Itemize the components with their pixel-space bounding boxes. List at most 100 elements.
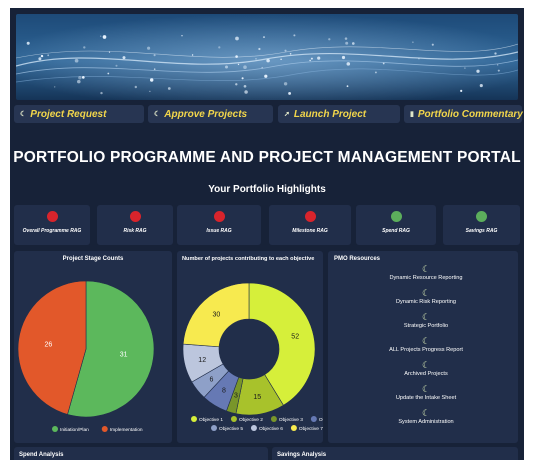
resource-link-label: ALL Projects Progress Report bbox=[389, 347, 463, 353]
banner-light-dot bbox=[280, 58, 282, 61]
banner-light-dot bbox=[346, 85, 349, 88]
legend-label: Objective 4 bbox=[319, 417, 323, 423]
banner-light-dot bbox=[374, 71, 377, 74]
banner-light-dot bbox=[479, 84, 483, 88]
resource-link-label: Strategic Portfolio bbox=[403, 323, 449, 329]
nav-label: Portfolio Commentary bbox=[417, 108, 523, 120]
spend-analysis-panel: Spend Analysis bbox=[14, 447, 268, 460]
slice-value-label: 52 bbox=[291, 334, 299, 341]
moon-icon: ☾ bbox=[421, 288, 431, 298]
banner-light-dot bbox=[83, 46, 86, 49]
pmo-resource-dynamic-risk-reporting[interactable]: ☾ Dynamic Risk Reporting bbox=[344, 288, 508, 306]
banner-light-dot bbox=[134, 85, 138, 89]
banner-light-dot bbox=[261, 66, 263, 69]
pmo-resource-strategic-portfolio[interactable]: ☾ Strategic Portfolio bbox=[344, 313, 508, 330]
banner-light-dot bbox=[77, 79, 81, 84]
banner-light-dot bbox=[497, 64, 499, 66]
banner-light-dot bbox=[122, 56, 126, 60]
portfolio-commentary-button[interactable]: ▮ Portfolio Commentary bbox=[404, 105, 523, 123]
banner-light-dot bbox=[283, 82, 288, 86]
banner-light-dot bbox=[81, 76, 85, 79]
banner-light-dot bbox=[266, 58, 270, 63]
rag-card-savings: Savings RAG bbox=[443, 205, 520, 245]
rag-label: Issue RAG bbox=[206, 228, 232, 234]
pmo-resource-update-intake-sheet[interactable]: ☾ Update the Intake Sheet bbox=[344, 385, 508, 402]
banner-light-dot bbox=[476, 69, 480, 73]
legend-label: Implementation bbox=[110, 427, 143, 433]
banner-light-dot bbox=[237, 63, 240, 66]
legend-swatch bbox=[52, 426, 58, 432]
banner-light-dot bbox=[288, 91, 292, 95]
slice-value-label: 15 bbox=[253, 394, 261, 401]
banner-light-dot bbox=[99, 35, 102, 37]
banner-light-dot bbox=[494, 52, 497, 55]
banner-light-dot bbox=[258, 47, 261, 51]
rag-status-dot bbox=[130, 211, 141, 222]
rag-status-dot bbox=[214, 211, 225, 222]
project-request-button[interactable]: ☾ Project Request bbox=[14, 105, 144, 123]
banner-light-dot bbox=[53, 86, 56, 88]
nav-label: Approve Projects bbox=[164, 108, 248, 120]
banner-light-dot bbox=[74, 58, 79, 63]
chart-slice bbox=[67, 280, 155, 418]
rag-label: Overall Programme RAG bbox=[22, 228, 82, 234]
banner-light-dot bbox=[341, 55, 346, 60]
chart-slice bbox=[17, 280, 87, 415]
chart-slice bbox=[248, 282, 316, 406]
banner-light-dot bbox=[147, 46, 151, 50]
panel-title: Savings Analysis bbox=[277, 452, 327, 458]
resource-link-label: Archived Projects bbox=[404, 371, 448, 377]
project-stage-panel: Project Stage Counts 31 26 Initiation/Plan… bbox=[14, 251, 172, 443]
rag-status-dot bbox=[305, 211, 316, 222]
pmo-resource-dynamic-resource-reporting[interactable]: ☾ Dynamic Resource Reporting bbox=[344, 264, 508, 282]
legend-swatch bbox=[290, 425, 297, 431]
banner-light-dot bbox=[235, 83, 238, 86]
slice-value-label: 12 bbox=[198, 357, 206, 364]
banner-light-dot bbox=[382, 62, 385, 65]
portal-frame: ☾ Project Request ☾ Approve Projects ➚ L… bbox=[10, 8, 524, 460]
stage-pie-chart: 31 26 Initiation/Plan Implementation bbox=[17, 280, 155, 433]
resource-link-label: Dynamic Risk Reporting bbox=[396, 299, 456, 305]
pmo-resources-panel: PMO Resources ☾ Dynamic Resource Reporti… bbox=[328, 251, 518, 443]
banner-light-dot bbox=[289, 53, 292, 55]
banner-light-dot bbox=[310, 57, 313, 60]
legend-swatch bbox=[101, 426, 108, 432]
rocket-icon: ➚ bbox=[284, 111, 290, 118]
rag-card-risk: Risk RAG bbox=[97, 205, 173, 245]
rag-card-milestone: Milestone RAG bbox=[269, 205, 351, 245]
legend-label: Initiation/Plan bbox=[60, 427, 89, 433]
banner-light-dot bbox=[100, 91, 103, 95]
panel-title: PMO Resources bbox=[334, 256, 381, 262]
resource-link-label: Update the Intake Sheet bbox=[395, 395, 457, 401]
moon-icon: ☾ bbox=[421, 360, 431, 370]
rag-status-dot bbox=[476, 211, 487, 222]
pmo-resource-all-projects-progress-report[interactable]: ☾ ALL Projects Progress Report bbox=[344, 337, 508, 354]
banner-light-dot bbox=[284, 49, 287, 52]
rag-status-dot bbox=[391, 211, 402, 222]
rag-label: Spend RAG bbox=[382, 228, 410, 234]
legend-label: Objective 6 bbox=[259, 426, 283, 432]
legend-swatch bbox=[191, 416, 197, 422]
legend-swatch bbox=[211, 425, 217, 431]
legend-swatch bbox=[270, 416, 277, 422]
book-icon: ▮ bbox=[410, 111, 414, 118]
pmo-resource-system-administration[interactable]: ☾ System Administration bbox=[344, 409, 508, 426]
savings-analysis-panel: Savings Analysis bbox=[272, 447, 518, 460]
moon-icon: ☾ bbox=[421, 264, 431, 274]
banner-light-dot bbox=[255, 58, 257, 60]
banner-light-dot bbox=[78, 75, 82, 80]
resource-link-label: System Administration bbox=[398, 419, 454, 425]
banner-light-dot bbox=[344, 37, 348, 40]
banner-light-dot bbox=[460, 89, 463, 92]
launch-project-button[interactable]: ➚ Launch Project bbox=[278, 105, 400, 123]
banner-light-dot bbox=[115, 64, 118, 67]
banner-light-dot bbox=[293, 34, 296, 37]
legend-swatch bbox=[310, 416, 317, 422]
approve-projects-button[interactable]: ☾ Approve Projects bbox=[148, 105, 273, 123]
pmo-resource-archived-projects[interactable]: ☾ Archived Projects bbox=[344, 360, 508, 378]
banner-light-dot bbox=[167, 87, 171, 90]
legend-label: Objective 1 bbox=[199, 417, 223, 423]
banner-light-dot bbox=[235, 55, 238, 58]
nav-label: Project Request bbox=[30, 108, 107, 120]
banner-light-dot bbox=[328, 38, 331, 41]
